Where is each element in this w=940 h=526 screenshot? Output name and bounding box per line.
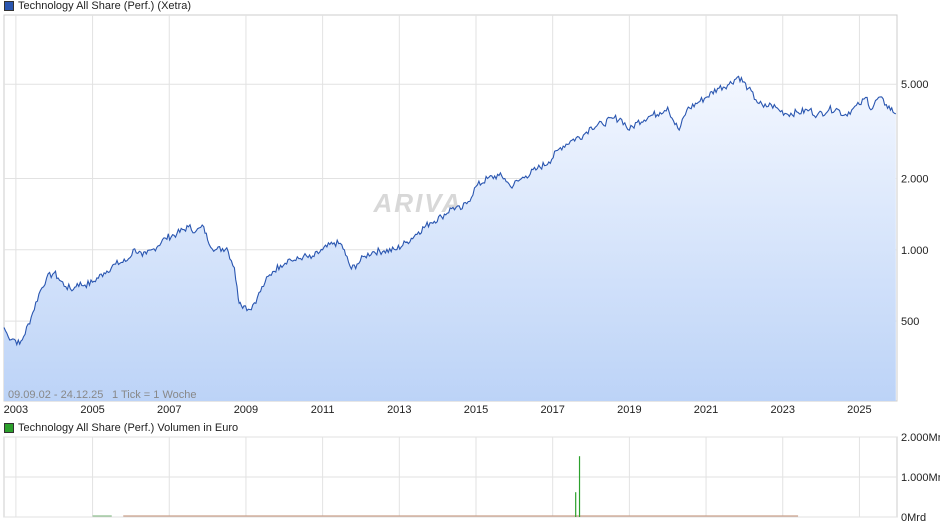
volume-y-tick-label: 2.000Mrd — [901, 432, 940, 444]
date-range-label: 09.09.02 - 24.12.25 — [8, 389, 103, 401]
price-chart-panel: 2003 2005 2007 2009 2011 2013 2015 2017 2019 2021… — [3, 14, 929, 416]
tick-info-label: 1 Tick = 1 Woche — [112, 389, 196, 401]
x-tick-label: 2009 — [234, 404, 258, 416]
y-tick-label: 2.000 — [901, 173, 929, 185]
volume-y-tick-label: 0Mrd — [901, 512, 926, 524]
volume-series-swatch — [4, 423, 14, 433]
x-tick-label: 2005 — [80, 404, 104, 416]
price-series-line — [3, 75, 896, 347]
x-tick-label: 2021 — [694, 404, 718, 416]
watermark-logo: ARIVA — [373, 188, 463, 218]
x-tick-label: 2023 — [770, 404, 794, 416]
x-tick-label: 2019 — [617, 404, 641, 416]
y-tick-label: 1.000 — [901, 245, 929, 257]
x-tick-label: 2017 — [540, 404, 564, 416]
y-tick-label: 5.000 — [901, 79, 929, 91]
x-tick-label: 2003 — [4, 404, 28, 416]
main-legend-label: Technology All Share (Perf.) (Xetra) — [18, 0, 192, 12]
volume-chart-panel: 0Mrd 1.000Mrd 2.000Mrd — [3, 432, 940, 524]
x-tick-label: 2011 — [311, 404, 335, 416]
y-tick-label: 500 — [901, 316, 919, 328]
main-series-swatch — [4, 1, 14, 11]
x-tick-label: 2025 — [847, 404, 871, 416]
x-tick-label: 2013 — [387, 404, 411, 416]
volume-chart-legend: Technology All Share (Perf.) Volumen in … — [4, 422, 238, 434]
price-area-fill — [4, 76, 896, 402]
x-tick-label: 2007 — [157, 404, 181, 416]
x-tick-label: 2015 — [464, 404, 488, 416]
volume-legend-label: Technology All Share (Perf.) Volumen in … — [18, 422, 239, 434]
volume-y-tick-label: 1.000Mrd — [901, 472, 940, 484]
main-chart-legend: Technology All Share (Perf.) (Xetra) — [4, 0, 191, 12]
